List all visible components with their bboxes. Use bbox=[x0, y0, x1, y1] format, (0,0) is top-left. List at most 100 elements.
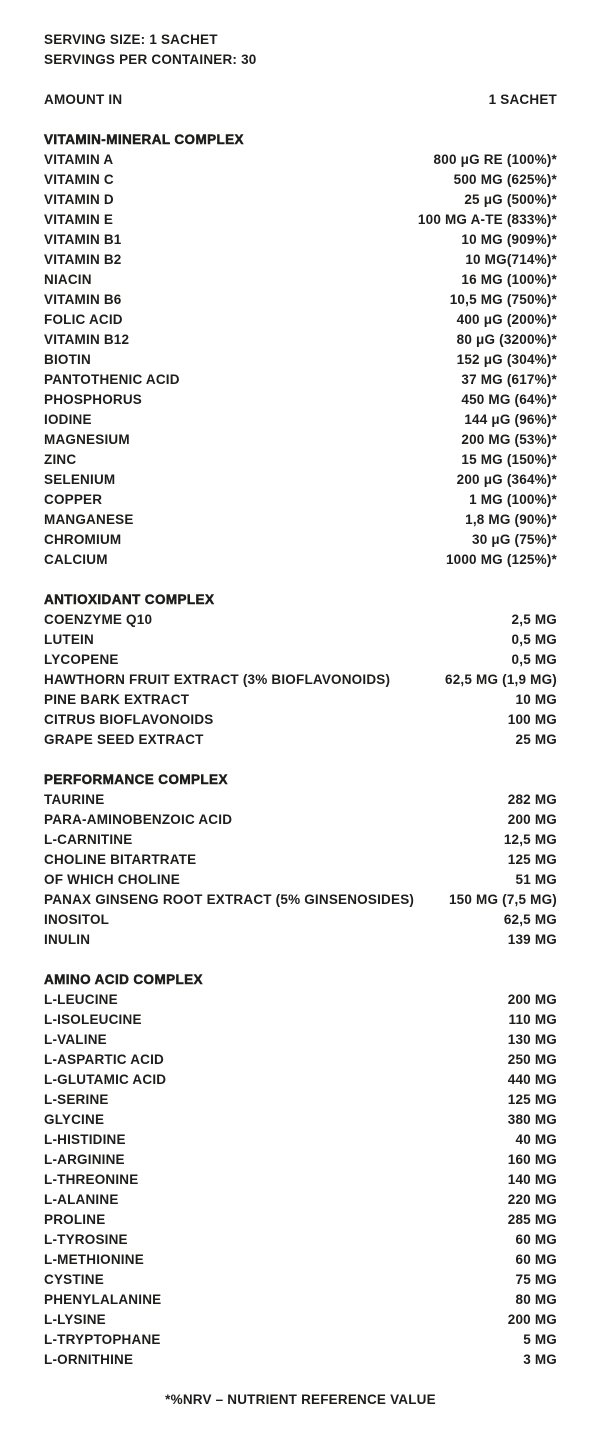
nutrient-amount: 282 MG bbox=[507, 792, 557, 807]
nutrient-name: CITRUS BIOFLAVONOIDS bbox=[44, 712, 214, 727]
nutrient-amount: 130 MG bbox=[507, 1032, 557, 1047]
nutrient-amount: 800 μG RE (100%)* bbox=[433, 152, 557, 167]
nutrient-amount: 125 MG bbox=[507, 1092, 557, 1107]
nutrient-amount: 380 MG bbox=[507, 1112, 557, 1127]
nutrient-amount: 51 MG bbox=[515, 872, 557, 887]
nutrient-amount: 10 MG bbox=[515, 692, 557, 707]
nutrient-amount: 160 MG bbox=[507, 1152, 557, 1167]
nutrient-name: OF WHICH CHOLINE bbox=[44, 872, 180, 887]
complex-section: VITAMIN-MINERAL COMPLEX VITAMIN A 800 μG R… bbox=[44, 130, 557, 570]
nutrient-name: PINE BARK EXTRACT bbox=[44, 692, 190, 707]
nutrient-name: TAURINE bbox=[44, 792, 105, 807]
nutrient-name: L-VALINE bbox=[44, 1032, 107, 1047]
amount-in-column-label: AMOUNT IN bbox=[44, 92, 123, 107]
nutrient-row: OF WHICH CHOLINE 51 MG bbox=[44, 870, 557, 890]
nutrient-row: ZINC 15 MG (150%)* bbox=[44, 450, 557, 470]
nutrient-amount: 30 μG (75%)* bbox=[472, 532, 557, 547]
nutrient-row: BIOTIN 152 μG (304%)* bbox=[44, 350, 557, 370]
nutrient-row: L-ISOLEUCINE 110 MG bbox=[44, 1010, 557, 1030]
nutrient-name: L-CARNITINE bbox=[44, 832, 133, 847]
complex-section: PERFORMANCE COMPLEX TAURINE 282 MG PARA-AMI… bbox=[44, 770, 557, 950]
nutrient-amount: 80 μG (3200%)* bbox=[456, 332, 557, 347]
nutrient-amount: 200 MG (53%)* bbox=[461, 432, 557, 447]
nutrient-name: FOLIC ACID bbox=[44, 312, 123, 327]
nutrient-row: L-LYSINE 200 MG bbox=[44, 1310, 557, 1330]
nutrient-row: SELENIUM 200 μG (364%)* bbox=[44, 470, 557, 490]
nutrient-name: L-METHIONINE bbox=[44, 1252, 144, 1267]
nutrient-row: PROLINE 285 MG bbox=[44, 1210, 557, 1230]
nutrient-amount: 100 MG bbox=[507, 712, 557, 727]
section-title: PERFORMANCE COMPLEX bbox=[44, 772, 228, 788]
nutrient-name: IODINE bbox=[44, 412, 92, 427]
nutrient-amount: 200 MG bbox=[507, 992, 557, 1007]
nutrient-amount: 400 μG (200%)* bbox=[456, 312, 557, 327]
nutrient-row: L-ASPARTIC ACID 250 MG bbox=[44, 1050, 557, 1070]
nutrient-name: L-LEUCINE bbox=[44, 992, 118, 1007]
nutrient-row: VITAMIN E 100 MG A-TE (833%)* bbox=[44, 210, 557, 230]
nutrient-row: PINE BARK EXTRACT 10 MG bbox=[44, 690, 557, 710]
nutrient-amount: 500 MG (625%)* bbox=[453, 172, 557, 187]
nutrient-row: INULIN 139 MG bbox=[44, 930, 557, 950]
nutrient-row: L-VALINE 130 MG bbox=[44, 1030, 557, 1050]
nutrient-row: VITAMIN B2 10 MG(714%)* bbox=[44, 250, 557, 270]
nutrient-name: PANAX GINSENG ROOT EXTRACT (5% GINSENOSI… bbox=[44, 892, 415, 907]
nutrient-name: PROLINE bbox=[44, 1212, 106, 1227]
nutrient-row: COPPER 1 MG (100%)* bbox=[44, 490, 557, 510]
nutrient-amount: 25 μG (500%)* bbox=[464, 192, 557, 207]
nutrient-row: L-GLUTAMIC ACID 440 MG bbox=[44, 1070, 557, 1090]
nutrient-row: CHROMIUM 30 μG (75%)* bbox=[44, 530, 557, 550]
complex-section: ANTIOXIDANT COMPLEX COENZYME Q10 2,5 MG LUT… bbox=[44, 590, 557, 750]
nutrient-name: PHENYLALANINE bbox=[44, 1292, 162, 1307]
nutrient-row: PANTOTHENIC ACID 37 MG (617%)* bbox=[44, 370, 557, 390]
section-title: ANTIOXIDANT COMPLEX bbox=[44, 592, 215, 608]
servings-per-container-line: SERVINGS PER CONTAINER: 30 bbox=[44, 52, 257, 67]
nutrient-row: PARA-AMINOBENZOIC ACID 200 MG bbox=[44, 810, 557, 830]
serving-info-block: SERVING SIZE: 1 SACHET SERVINGS PER CONT… bbox=[44, 30, 557, 70]
nutrient-row: L-TYROSINE 60 MG bbox=[44, 1230, 557, 1250]
nutrient-amount: 40 MG bbox=[515, 1132, 557, 1147]
nutrient-row: HAWTHORN FRUIT EXTRACT (3% BIOFLAVONOIDS… bbox=[44, 670, 557, 690]
nutrient-name: ZINC bbox=[44, 452, 77, 467]
nutrient-row: PHENYLALANINE 80 MG bbox=[44, 1290, 557, 1310]
nutrient-row: MAGNESIUM 200 MG (53%)* bbox=[44, 430, 557, 450]
nutrient-name: GLYCINE bbox=[44, 1112, 105, 1127]
nutrient-amount: 125 MG bbox=[507, 852, 557, 867]
nutrient-name: CYSTINE bbox=[44, 1272, 104, 1287]
nutrient-name: L-HISTIDINE bbox=[44, 1132, 126, 1147]
serving-size-line: SERVING SIZE: 1 SACHET bbox=[44, 32, 218, 47]
nutrient-name: COPPER bbox=[44, 492, 103, 507]
nutrient-row: LUTEIN 0,5 MG bbox=[44, 630, 557, 650]
nutrient-name: CALCIUM bbox=[44, 552, 108, 567]
nutrient-row: VITAMIN A 800 μG RE (100%)* bbox=[44, 150, 557, 170]
nutrient-name: CHROMIUM bbox=[44, 532, 122, 547]
nutrient-amount: 16 MG (100%)* bbox=[461, 272, 557, 287]
nutrient-name: L-GLUTAMIC ACID bbox=[44, 1072, 167, 1087]
nutrient-row: VITAMIN B1 10 MG (909%)* bbox=[44, 230, 557, 250]
nutrient-amount: 62,5 MG (1,9 MG) bbox=[445, 672, 557, 687]
nutrient-amount: 200 MG bbox=[507, 1312, 557, 1327]
nutrient-row: GLYCINE 380 MG bbox=[44, 1110, 557, 1130]
nutrient-row: TAURINE 282 MG bbox=[44, 790, 557, 810]
nutrient-name: L-ISOLEUCINE bbox=[44, 1012, 142, 1027]
nutrient-amount: 1000 MG (125%)* bbox=[445, 552, 557, 567]
column-header-row: AMOUNT IN 1 SACHET bbox=[44, 90, 557, 110]
nutrient-row: GRAPE SEED EXTRACT 25 MG bbox=[44, 730, 557, 750]
nutrient-amount: 220 MG bbox=[507, 1192, 557, 1207]
nutrient-name: PHOSPHORUS bbox=[44, 392, 143, 407]
nutrient-amount: 62,5 MG bbox=[503, 912, 557, 927]
nutrient-name: VITAMIN A bbox=[44, 152, 114, 167]
nutrient-row: L-ORNITHINE 3 MG bbox=[44, 1350, 557, 1370]
nutrient-name: PANTOTHENIC ACID bbox=[44, 372, 180, 387]
nutrient-amount: 450 MG (64%)* bbox=[461, 392, 557, 407]
nutrient-name: VITAMIN E bbox=[44, 212, 114, 227]
nutrient-name: L-ALANINE bbox=[44, 1192, 119, 1207]
nutrient-row: CHOLINE BITARTRATE 125 MG bbox=[44, 850, 557, 870]
nutrient-row: VITAMIN B6 10,5 MG (750%)* bbox=[44, 290, 557, 310]
nutrient-row: CITRUS BIOFLAVONOIDS 100 MG bbox=[44, 710, 557, 730]
nutrient-amount: 5 MG bbox=[523, 1332, 557, 1347]
nutrient-name: BIOTIN bbox=[44, 352, 91, 367]
nutrient-amount: 440 MG bbox=[507, 1072, 557, 1087]
nutrient-row: L-TRYPTOPHANE 5 MG bbox=[44, 1330, 557, 1350]
nutrient-name: HAWTHORN FRUIT EXTRACT (3% BIOFLAVONOIDS… bbox=[44, 672, 391, 687]
